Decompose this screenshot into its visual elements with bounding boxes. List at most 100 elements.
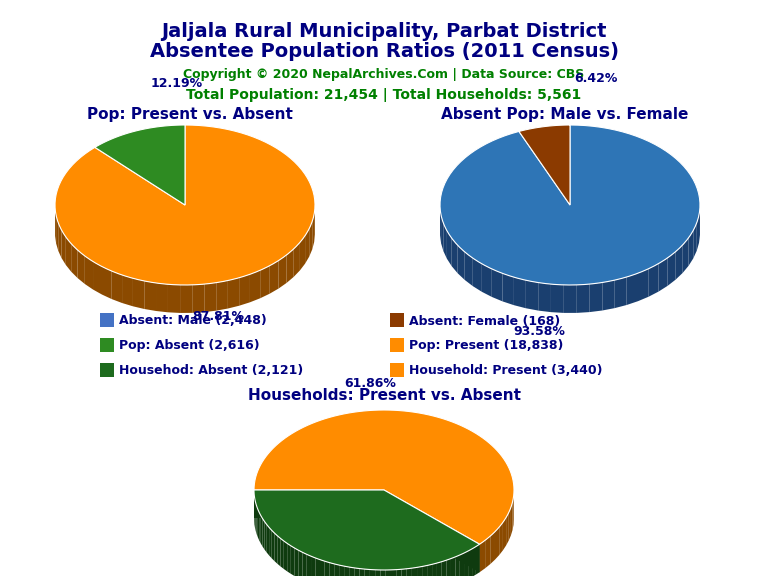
Text: Absentee Population Ratios (2011 Census): Absentee Population Ratios (2011 Census) — [150, 42, 618, 61]
Polygon shape — [370, 570, 376, 576]
Polygon shape — [56, 215, 58, 251]
Text: Household: Present (3,440): Household: Present (3,440) — [409, 365, 603, 377]
Polygon shape — [441, 215, 443, 251]
Polygon shape — [422, 566, 427, 576]
Polygon shape — [437, 562, 442, 576]
Bar — [390, 363, 404, 377]
Polygon shape — [265, 522, 266, 552]
Text: Absent: Female (168): Absent: Female (168) — [409, 314, 560, 328]
Polygon shape — [511, 502, 512, 535]
Polygon shape — [447, 231, 452, 266]
Polygon shape — [440, 207, 441, 243]
Polygon shape — [156, 283, 168, 312]
Polygon shape — [270, 260, 279, 294]
Polygon shape — [446, 559, 451, 576]
Text: Absent: Male (2,448): Absent: Male (2,448) — [119, 314, 266, 328]
Polygon shape — [458, 245, 465, 280]
Polygon shape — [697, 215, 699, 251]
Polygon shape — [250, 270, 260, 302]
Polygon shape — [359, 569, 365, 576]
Polygon shape — [279, 255, 286, 289]
Polygon shape — [649, 264, 659, 297]
Polygon shape — [506, 513, 508, 545]
Polygon shape — [287, 543, 291, 574]
Polygon shape — [442, 560, 446, 576]
Polygon shape — [473, 258, 482, 292]
Polygon shape — [699, 207, 700, 243]
Polygon shape — [293, 242, 300, 277]
Polygon shape — [412, 567, 417, 576]
Polygon shape — [78, 250, 84, 284]
Polygon shape — [499, 522, 503, 555]
Polygon shape — [384, 490, 479, 572]
Polygon shape — [55, 125, 315, 285]
Polygon shape — [320, 560, 325, 576]
Polygon shape — [306, 554, 311, 576]
Polygon shape — [512, 497, 514, 530]
Polygon shape — [277, 536, 280, 566]
Polygon shape — [291, 546, 295, 576]
Polygon shape — [455, 555, 460, 576]
Polygon shape — [260, 513, 261, 544]
Polygon shape — [386, 570, 391, 576]
Polygon shape — [55, 208, 56, 244]
Polygon shape — [464, 551, 468, 576]
Polygon shape — [334, 564, 339, 576]
Polygon shape — [667, 252, 676, 286]
Polygon shape — [564, 285, 577, 313]
Text: Househod: Absent (2,121): Househod: Absent (2,121) — [119, 365, 303, 377]
Text: Jaljala Rural Municipality, Parbat District: Jaljala Rural Municipality, Parbat Distr… — [161, 22, 607, 41]
Polygon shape — [204, 283, 217, 312]
Polygon shape — [310, 221, 313, 256]
Polygon shape — [465, 252, 473, 286]
Bar — [100, 338, 114, 352]
Polygon shape — [627, 273, 638, 305]
Polygon shape — [272, 530, 274, 561]
Bar — [100, 363, 114, 377]
Polygon shape — [432, 563, 437, 576]
Polygon shape — [440, 125, 700, 285]
Polygon shape — [490, 532, 495, 564]
Polygon shape — [638, 268, 649, 301]
Polygon shape — [217, 281, 228, 310]
Polygon shape — [316, 558, 320, 576]
Polygon shape — [551, 284, 564, 313]
Polygon shape — [344, 566, 349, 576]
Bar — [390, 338, 404, 352]
Polygon shape — [58, 223, 61, 258]
Polygon shape — [84, 256, 93, 290]
Polygon shape — [451, 557, 455, 576]
Polygon shape — [284, 541, 287, 571]
Polygon shape — [659, 258, 667, 291]
Polygon shape — [144, 281, 156, 311]
Polygon shape — [269, 528, 272, 558]
Text: Pop: Present vs. Absent: Pop: Present vs. Absent — [87, 108, 293, 123]
Polygon shape — [311, 556, 316, 576]
Polygon shape — [503, 517, 506, 550]
Polygon shape — [263, 518, 265, 550]
Polygon shape — [71, 244, 78, 278]
Polygon shape — [300, 236, 305, 270]
Polygon shape — [274, 533, 277, 564]
Polygon shape — [299, 550, 303, 576]
Polygon shape — [694, 223, 697, 259]
Polygon shape — [443, 223, 447, 259]
Polygon shape — [260, 266, 270, 298]
Polygon shape — [313, 214, 314, 249]
Polygon shape — [468, 549, 472, 576]
Polygon shape — [577, 284, 590, 313]
Polygon shape — [519, 125, 570, 205]
Polygon shape — [502, 274, 514, 305]
Text: Pop: Present (18,838): Pop: Present (18,838) — [409, 339, 564, 353]
Polygon shape — [492, 269, 502, 301]
Polygon shape — [476, 544, 479, 575]
Polygon shape — [133, 278, 144, 309]
Polygon shape — [254, 410, 514, 544]
Polygon shape — [526, 281, 538, 310]
Polygon shape — [325, 561, 329, 576]
Polygon shape — [376, 570, 380, 576]
Text: Copyright © 2020 NepalArchives.Com | Data Source: CBS: Copyright © 2020 NepalArchives.Com | Dat… — [184, 68, 584, 81]
Text: Absent Pop: Male vs. Female: Absent Pop: Male vs. Female — [442, 108, 689, 123]
Polygon shape — [349, 567, 354, 576]
Polygon shape — [295, 548, 299, 576]
